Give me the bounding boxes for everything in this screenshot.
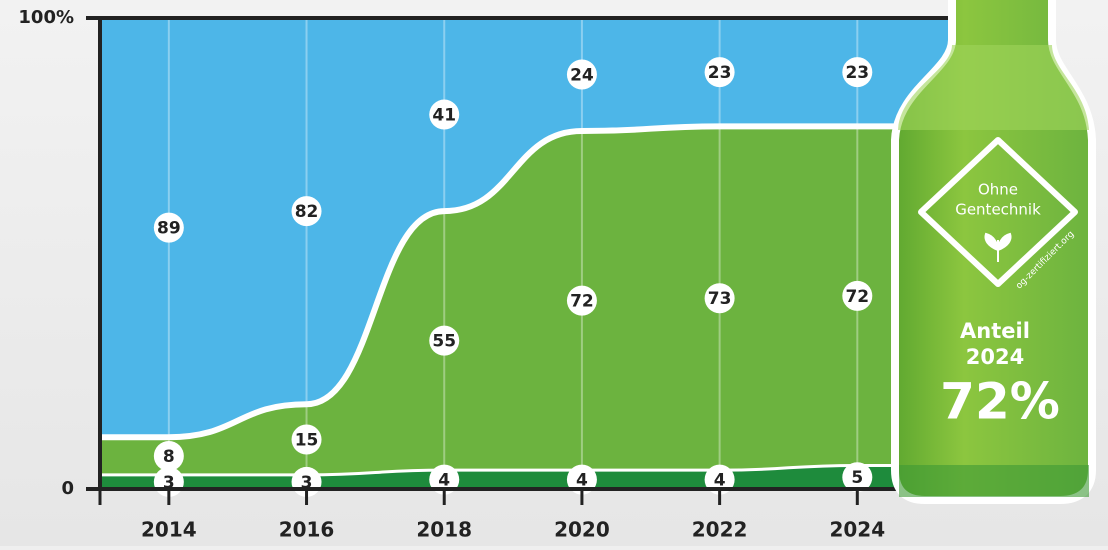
bottle-bottom [899, 465, 1089, 497]
value-label: 15 [295, 431, 319, 451]
value-label-bg [842, 280, 873, 311]
area [168, 18, 858, 438]
value-label: 89 [157, 219, 181, 239]
value-label-bg [704, 57, 735, 88]
value-label-bg [704, 283, 735, 314]
bottle-neck [898, 45, 1089, 130]
value-label: 5 [851, 468, 863, 488]
share-label: Anteil [960, 319, 1030, 343]
x-tick-label: 2014 [141, 518, 197, 542]
plot-area: 3 3 4 4 4 5 8 15 55 72 73 72 89 82 41 24 23 23 0 100% 2014 20… [18, 7, 995, 542]
logo-text: Gentechnik [955, 201, 1041, 219]
value-label: 41 [432, 106, 456, 126]
value-label: 73 [708, 289, 732, 309]
value-label: 4 [438, 471, 450, 491]
value-label: 3 [301, 473, 313, 493]
value-label-bg [429, 325, 460, 356]
value-label: 8 [163, 447, 175, 467]
logo-plant [984, 232, 1012, 262]
value-label-bg [842, 57, 873, 88]
value-label-bg [566, 285, 597, 316]
value-label-bg [429, 99, 460, 130]
value-label: 72 [845, 287, 869, 307]
value-label: 24 [570, 66, 594, 86]
x-tick-label: 2020 [554, 518, 610, 542]
value-label: 3 [163, 473, 175, 493]
logo-diamond [918, 137, 1078, 287]
bottle: Ohne Gentechnik og-zertifiziert.org Ante… [891, 0, 1096, 504]
value-label-bg [153, 212, 184, 243]
value-label-bg [566, 59, 597, 90]
share-value: 72% [940, 373, 1060, 431]
boundary-line [100, 463, 995, 477]
value-label-bg [153, 441, 184, 472]
value-label: 23 [708, 63, 732, 83]
value-label-bg [291, 196, 322, 227]
x-tick-label: 2024 [829, 518, 885, 542]
value-label: 55 [432, 332, 456, 352]
value-label: 4 [576, 471, 588, 491]
value-label: 4 [714, 471, 726, 491]
value-label: 72 [570, 292, 594, 312]
x-tick-label: 2022 [692, 518, 748, 542]
x-tick-label: 2016 [279, 518, 335, 542]
y-tick-label: 100% [18, 7, 74, 28]
share-year: 2024 [966, 345, 1024, 369]
boundary-line [100, 123, 995, 441]
area-extension [100, 474, 170, 489]
logo-text: Ohne [978, 181, 1018, 199]
x-tick-label: 2018 [416, 518, 472, 542]
y-tick-label: 0 [61, 478, 74, 499]
value-label: 82 [295, 202, 319, 222]
value-label: 23 [845, 63, 869, 83]
value-label-bg [291, 424, 322, 455]
value-label-bg [842, 462, 873, 493]
